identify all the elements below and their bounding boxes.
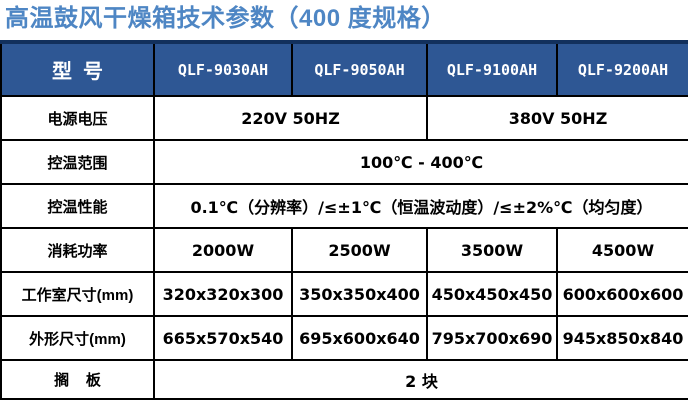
cell-voltage-380v: 380V 50HZ — [426, 95, 688, 141]
cell-chamber-2: 350x350x400 — [291, 271, 428, 317]
cell-outer-2: 695x600x640 — [291, 315, 428, 361]
header-model-qlf-9200ah: QLF-9200AH — [556, 40, 688, 97]
cell-chamber-4: 600x600x600 — [556, 271, 688, 317]
row-label-chamber-size: 工作室尺寸(mm) — [0, 271, 155, 317]
cell-outer-1: 665x570x540 — [153, 315, 293, 361]
row-power-voltage: 电源电压 220V 50HZ 380V 50HZ — [0, 95, 688, 141]
cell-shelves-count: 2 块 — [153, 359, 688, 400]
header-row: 型 号 QLF-9030AH QLF-9050AH QLF-9100AH QLF… — [0, 40, 688, 97]
row-label-temp-range: 控温范围 — [0, 139, 155, 185]
row-temp-range: 控温范围 100℃ - 400℃ — [0, 139, 688, 185]
header-type-label: 型 号 — [0, 40, 155, 97]
row-label-temp-performance: 控温性能 — [0, 183, 155, 229]
row-label-outer-size: 外形尺寸(mm) — [0, 315, 155, 361]
cell-chamber-3: 450x450x450 — [426, 271, 558, 317]
row-outer-size: 外形尺寸(mm) 665x570x540 695x600x640 795x700… — [0, 315, 688, 361]
header-model-qlf-9100ah: QLF-9100AH — [426, 40, 558, 97]
cell-outer-4: 945x850x840 — [556, 315, 688, 361]
cell-power-2: 2500W — [291, 227, 428, 273]
cell-temp-performance: 0.1℃（分辨率）/≤±1℃（恒温波动度）/≤±2%℃（均匀度） — [153, 183, 688, 229]
cell-voltage-220v: 220V 50HZ — [153, 95, 428, 141]
header-model-qlf-9030ah: QLF-9030AH — [153, 40, 293, 97]
row-label-shelves: 搁 板 — [0, 359, 155, 400]
row-power-consumption: 消耗功率 2000W 2500W 3500W 4500W — [0, 227, 688, 273]
cell-power-4: 4500W — [556, 227, 688, 273]
row-shelves: 搁 板 2 块 — [0, 359, 688, 400]
row-label-power-consumption: 消耗功率 — [0, 227, 155, 273]
cell-power-1: 2000W — [153, 227, 293, 273]
spec-table: 型 号 QLF-9030AH QLF-9050AH QLF-9100AH QLF… — [0, 40, 688, 400]
row-label-power-voltage: 电源电压 — [0, 95, 155, 141]
cell-temp-range: 100℃ - 400℃ — [153, 139, 688, 185]
page-title: 高温鼓风干燥箱技术参数（400 度规格） — [5, 5, 446, 32]
cell-outer-3: 795x700x690 — [426, 315, 558, 361]
row-temp-performance: 控温性能 0.1℃（分辨率）/≤±1℃（恒温波动度）/≤±2%℃（均匀度） — [0, 183, 688, 229]
cell-power-3: 3500W — [426, 227, 558, 273]
row-chamber-size: 工作室尺寸(mm) 320x320x300 350x350x400 450x45… — [0, 271, 688, 317]
header-model-qlf-9050ah: QLF-9050AH — [291, 40, 428, 97]
cell-chamber-1: 320x320x300 — [153, 271, 293, 317]
